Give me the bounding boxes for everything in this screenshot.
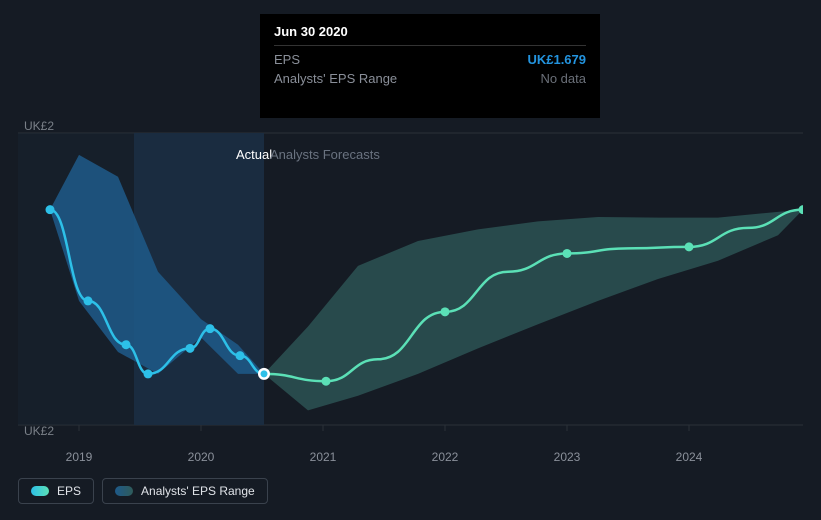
tooltip-date: Jun 30 2020 xyxy=(274,24,586,46)
tooltip-row-eps: EPS UK£1.679 xyxy=(274,52,586,67)
y-axis-top-label: UK£2 xyxy=(24,119,54,133)
x-axis-labels: 2019 2020 2021 2022 2023 2024 xyxy=(18,450,803,468)
legend-swatch-eps xyxy=(31,486,49,496)
tooltip-row-value: UK£1.679 xyxy=(527,52,586,67)
tooltip-row-range: Analysts' EPS Range No data xyxy=(274,71,586,86)
chart-svg xyxy=(18,115,803,435)
eps-chart[interactable]: UK£2 UK£2 Actual Analysts Forecasts 2019… xyxy=(18,115,803,450)
region-label-forecast: Analysts Forecasts xyxy=(270,147,380,162)
x-axis-year: 2024 xyxy=(676,450,703,464)
legend-item-eps[interactable]: EPS xyxy=(18,478,94,504)
x-axis-year: 2019 xyxy=(66,450,93,464)
legend-label: EPS xyxy=(57,484,81,498)
x-axis-year: 2021 xyxy=(310,450,337,464)
tooltip-row-label: EPS xyxy=(274,52,300,67)
x-axis-year: 2020 xyxy=(188,450,215,464)
legend-item-range[interactable]: Analysts' EPS Range xyxy=(102,478,268,504)
legend: EPS Analysts' EPS Range xyxy=(18,478,268,504)
legend-label: Analysts' EPS Range xyxy=(141,484,255,498)
tooltip-row-label: Analysts' EPS Range xyxy=(274,71,397,86)
x-axis-year: 2023 xyxy=(554,450,581,464)
y-axis-bottom-label: UK£2 xyxy=(24,424,54,438)
tooltip-row-value: No data xyxy=(540,71,586,86)
legend-swatch-range xyxy=(115,486,133,496)
hover-tooltip: Jun 30 2020 EPS UK£1.679 Analysts' EPS R… xyxy=(260,14,600,118)
region-label-actual: Actual xyxy=(236,147,272,162)
x-axis-year: 2022 xyxy=(432,450,459,464)
